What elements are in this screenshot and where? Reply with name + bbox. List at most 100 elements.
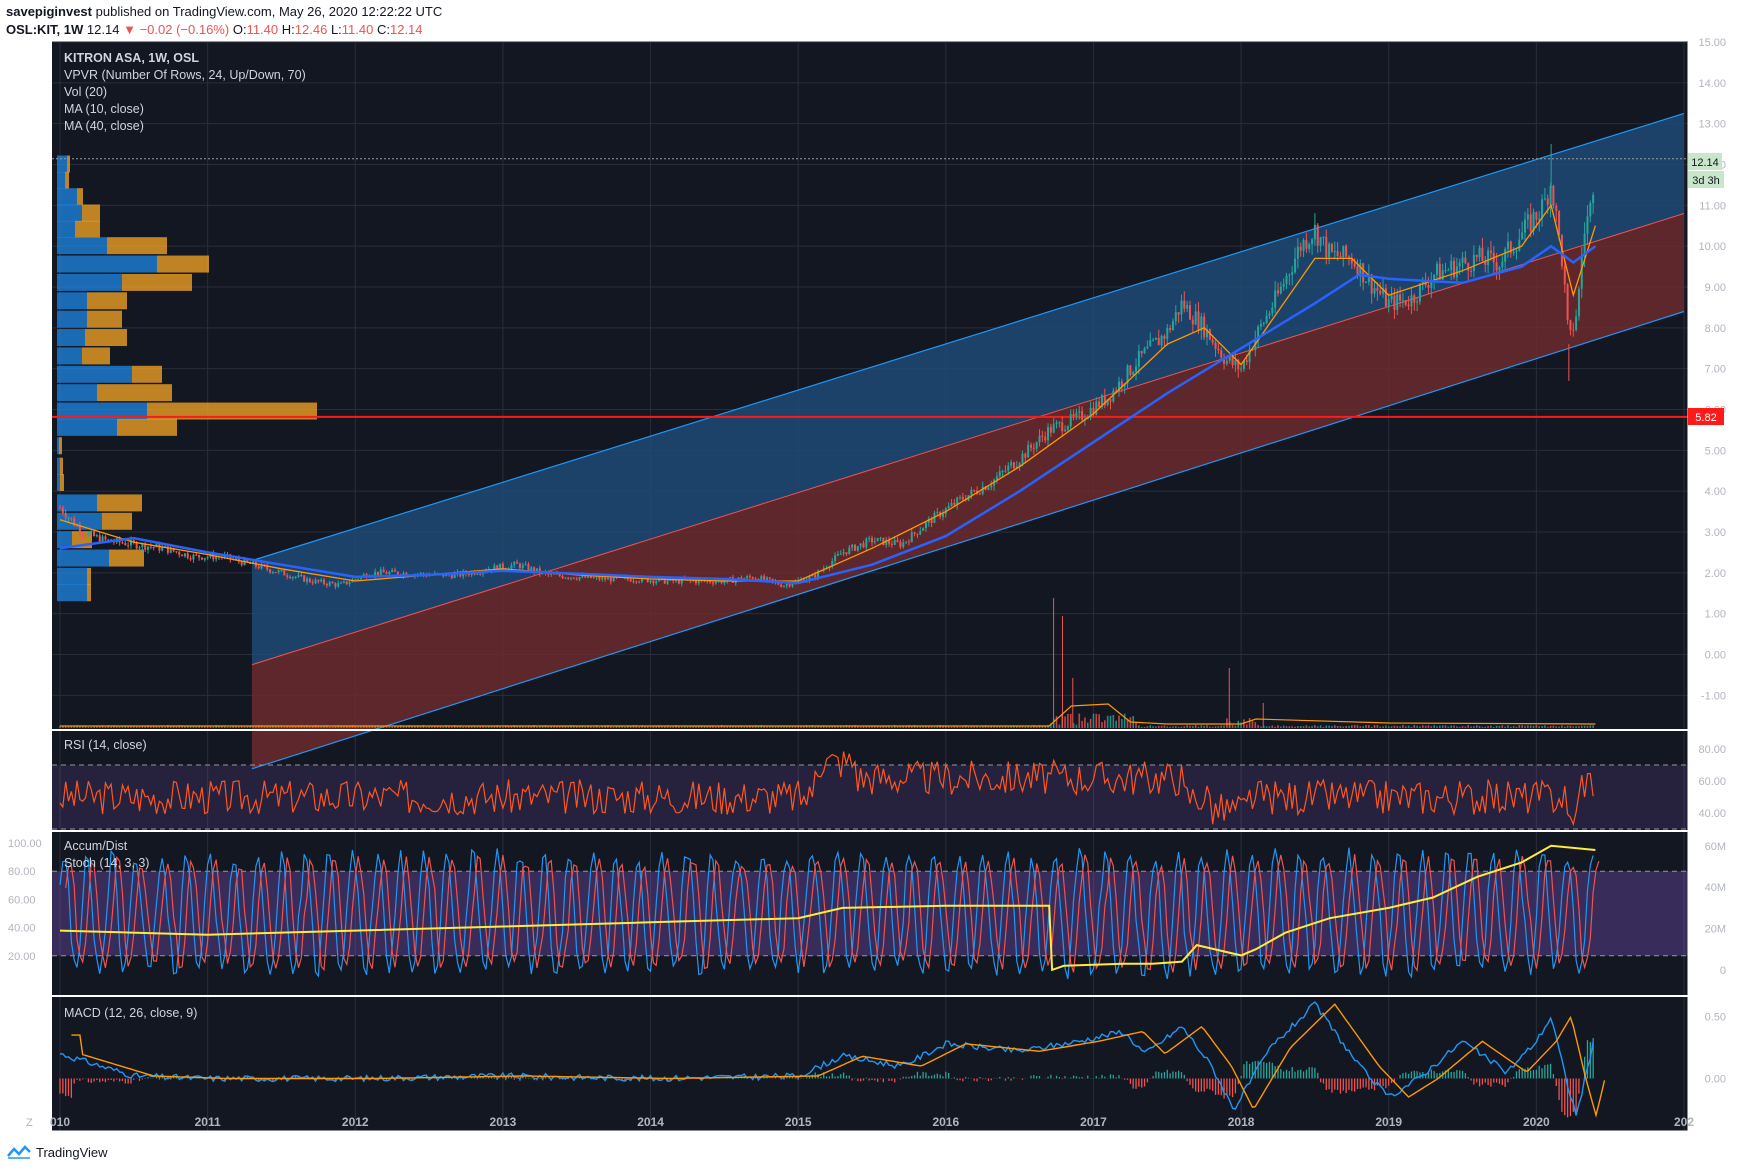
open-label: O: (232, 22, 247, 37)
volume-bar (1297, 726, 1299, 728)
main-pane[interactable] (52, 112, 1688, 770)
candle-body (1095, 401, 1098, 415)
volume-bar (678, 725, 680, 728)
volume-bar (1495, 725, 1498, 728)
candle-body (192, 554, 195, 560)
volume-bar (345, 725, 348, 728)
volume-bar (1157, 725, 1160, 728)
volume-bar (1447, 726, 1450, 728)
candle-body (1049, 426, 1052, 433)
volume-bar (1186, 725, 1188, 728)
volume-bar (1118, 715, 1120, 728)
volume-bar (431, 725, 433, 728)
volume-bar (425, 726, 428, 728)
candle-body (782, 585, 785, 587)
volume-bar (433, 725, 436, 728)
candle-body (692, 580, 695, 582)
hline-price-tag (1688, 408, 1724, 425)
candle-body (1257, 326, 1260, 339)
stoch-label: Stoch (14, 3, 3) (64, 856, 149, 870)
volume-bar (195, 725, 198, 728)
candle-body (570, 577, 573, 579)
candle-body (64, 513, 67, 518)
volume-bar (885, 725, 887, 728)
volume-bar (1538, 726, 1541, 728)
candle-body (1489, 250, 1492, 253)
stoch-tick-label: 100.00 (8, 838, 42, 850)
candle-body (1021, 453, 1024, 464)
volume-bar (1223, 725, 1225, 728)
candle-body (1583, 233, 1586, 257)
volume-bar (229, 726, 232, 728)
change: −0.02 (−0.16%) (139, 22, 230, 37)
volume-bar (152, 726, 155, 728)
footer[interactable]: TradingView (6, 1144, 108, 1160)
vpvr-up-bar (57, 220, 75, 238)
candle-body (135, 542, 138, 549)
legend-vol: Vol (20) (64, 85, 107, 99)
candle-body (1291, 272, 1294, 275)
rsi-pane[interactable] (52, 751, 1688, 830)
volume-bar (124, 725, 127, 728)
volume-bar (260, 725, 263, 728)
candle-body (1467, 263, 1470, 271)
countdown-tag-text: 3d 3h (1692, 175, 1720, 187)
candle-body (317, 579, 320, 582)
vpvr-up-bar (57, 474, 60, 491)
candle-body (1018, 463, 1021, 467)
volume-bar (226, 726, 229, 728)
candle-body (450, 574, 453, 578)
candle-body (763, 576, 766, 580)
candle-body (1129, 365, 1132, 375)
volume-bar (1035, 726, 1038, 728)
candle-body (714, 581, 717, 584)
candle-body (496, 565, 499, 571)
y-tick-label: 15.00 (1698, 37, 1726, 49)
stoch-pane[interactable] (52, 844, 1688, 980)
volume-bar (922, 725, 924, 728)
candle-body (646, 577, 649, 583)
macd-pane[interactable] (59, 1001, 1606, 1118)
volume-bar (1535, 725, 1538, 728)
candle-body (1572, 329, 1575, 331)
candle-body (183, 553, 186, 557)
volume-bar (1512, 726, 1515, 728)
volume-bar (1030, 726, 1032, 728)
volume-bar (84, 726, 87, 728)
candle-body (1504, 248, 1507, 262)
axes: 010 2011 2012 2013 2014 2015 2016 2017 2018 2019 2… (8, 37, 1726, 1132)
candle-body (882, 537, 885, 545)
volume-bar (1274, 726, 1276, 728)
candle-body (1410, 295, 1413, 307)
vpvr-down-bar (67, 155, 70, 173)
legend-ma40: MA (40, close) (64, 119, 144, 133)
volume-bar (331, 726, 334, 728)
x-tick-label: 2011 (195, 1115, 221, 1129)
vpvr-down-bar (132, 365, 162, 383)
publisher-name[interactable]: savepiginvest (6, 4, 92, 19)
volume-bar (297, 726, 300, 728)
candle-body (374, 571, 377, 576)
candle-body (67, 517, 70, 519)
chart-canvas[interactable]: 010 2011 2012 2013 2014 2015 2016 2017 2018 2019 2… (0, 0, 1738, 1140)
candle-body (1413, 295, 1416, 303)
volume-bar (1112, 714, 1115, 728)
volume-bar (101, 725, 104, 728)
candle-body (1549, 185, 1552, 205)
volume-bar (848, 725, 851, 728)
candle-body (1586, 216, 1589, 234)
candle-body (922, 528, 925, 531)
candle-body (1075, 412, 1078, 417)
volume-bar (121, 726, 124, 728)
volume-bar (1302, 726, 1305, 728)
candle-body (913, 532, 916, 534)
volume-bar (791, 726, 794, 728)
volume-bar (1382, 726, 1384, 728)
volume-bar (141, 726, 144, 728)
candle-body (561, 575, 564, 579)
candle-body (1282, 283, 1285, 287)
candle-body (777, 581, 780, 585)
volume-bar (1450, 725, 1452, 728)
volume-bar (451, 726, 453, 728)
volume-bar (354, 726, 357, 728)
